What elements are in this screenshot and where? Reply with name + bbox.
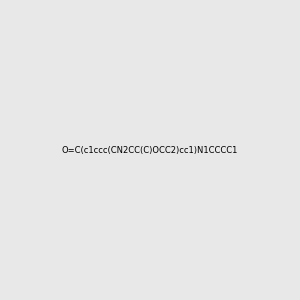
Text: O=C(c1ccc(CN2CC(C)OCC2)cc1)N1CCCC1: O=C(c1ccc(CN2CC(C)OCC2)cc1)N1CCCC1 bbox=[62, 146, 238, 154]
